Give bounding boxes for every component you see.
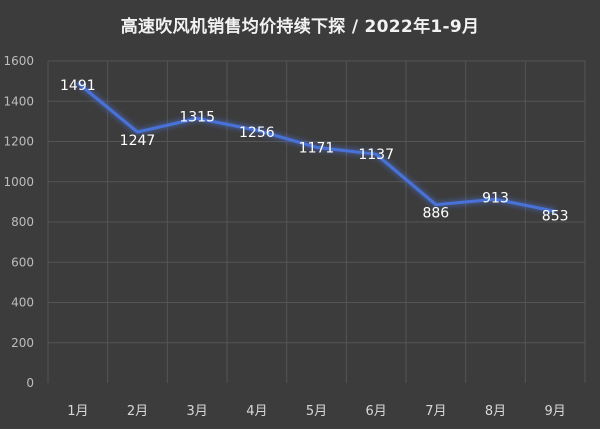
y-tick-label: 0 bbox=[26, 376, 34, 390]
price-line bbox=[76, 81, 556, 213]
data-label: 1137 bbox=[358, 147, 394, 163]
series-line bbox=[76, 81, 556, 213]
x-tick-label: 9月 bbox=[545, 404, 566, 419]
x-tick-label: 7月 bbox=[425, 404, 446, 419]
x-tick-label: 4月 bbox=[246, 404, 267, 419]
x-tick-label: 1月 bbox=[67, 404, 88, 419]
x-tick-label: 6月 bbox=[366, 404, 387, 419]
y-tick-label: 1000 bbox=[3, 175, 34, 189]
x-tick-label: 5月 bbox=[306, 404, 327, 419]
y-tick-label: 800 bbox=[11, 215, 34, 229]
data-label: 1491 bbox=[60, 78, 96, 94]
x-axis: 1月 2月 3月 4月 5月 6月 7月 8月 9月 bbox=[67, 404, 566, 419]
x-tick-label: 2月 bbox=[127, 404, 148, 419]
y-tick-label: 400 bbox=[11, 296, 34, 310]
data-label: 1171 bbox=[299, 140, 335, 156]
x-tick-label: 8月 bbox=[485, 404, 506, 419]
data-label: 1256 bbox=[239, 125, 275, 141]
grid-lines bbox=[47, 60, 586, 383]
data-label: 913 bbox=[482, 190, 509, 206]
y-axis: 0 200 400 600 800 1000 1200 1400 1600 bbox=[3, 54, 34, 390]
data-label: 1315 bbox=[179, 109, 215, 125]
y-tick-label: 1400 bbox=[3, 94, 34, 108]
y-tick-label: 1600 bbox=[3, 54, 34, 68]
data-label: 853 bbox=[542, 208, 569, 224]
y-tick-label: 1200 bbox=[3, 135, 34, 149]
y-tick-label: 600 bbox=[11, 255, 34, 269]
y-tick-label: 200 bbox=[11, 336, 34, 350]
x-tick-label: 3月 bbox=[187, 404, 208, 419]
data-label: 886 bbox=[422, 206, 449, 222]
chart-title: 高速吹风机销售均价持续下探 / 2022年1-9月 bbox=[120, 17, 480, 37]
data-label: 1247 bbox=[120, 133, 156, 149]
data-labels: 1491 1247 1315 1256 1171 1137 886 913 853 bbox=[60, 78, 569, 224]
